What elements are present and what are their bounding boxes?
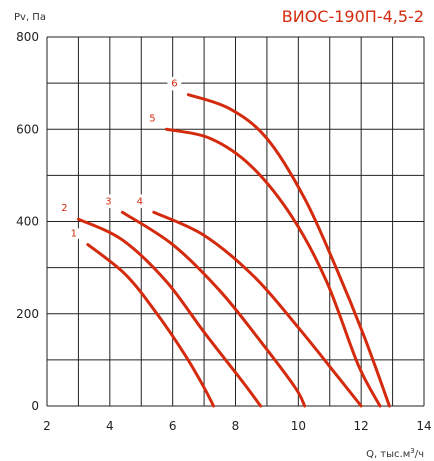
curve-label-bg: [57, 201, 72, 216]
curve-label-bg: [101, 194, 116, 209]
x-tick-label: 12: [354, 419, 369, 433]
x-axis-label: Q, тыс.м3/ч: [366, 447, 424, 460]
curve-6: [186, 93, 391, 408]
x-tick-label: 4: [106, 419, 114, 433]
curve-labels: 1 2 3 4 5 6: [57, 76, 182, 241]
x-axis-label-sup: 3: [410, 447, 414, 455]
curve-label-bg: [66, 226, 81, 241]
curve-label-6: 6: [171, 79, 177, 90]
x-axis-label-end: /ч: [415, 449, 424, 460]
curve-label-bg: [167, 76, 182, 91]
curve-label-4: 4: [137, 196, 143, 207]
curve-label-5: 5: [149, 113, 155, 124]
y-tick-label: 600: [16, 122, 39, 136]
curve-label-2: 2: [61, 203, 67, 214]
curve-4: [152, 210, 363, 408]
x-tick-label: 10: [291, 419, 306, 433]
curve-label-bg: [145, 111, 160, 126]
x-tick-label: 6: [169, 419, 177, 433]
curve-5: [164, 127, 382, 408]
y-axis-label: Pv, Па: [14, 12, 46, 23]
curve-1: [86, 243, 216, 408]
chart-title: ВИОС-190П-4,5-2: [282, 7, 424, 26]
curve-2: [76, 217, 263, 408]
curve-label-3: 3: [105, 196, 111, 207]
x-tick-label: 2: [43, 419, 51, 433]
x-axis-label-main: Q, тыс.м: [366, 449, 410, 460]
x-tick-label: 8: [232, 419, 240, 433]
curve-label-1: 1: [71, 229, 77, 240]
chart-grid: [46, 36, 425, 407]
curve-3: [120, 210, 307, 408]
curve-label-bg: [132, 194, 147, 209]
y-tick-label: 0: [31, 399, 39, 413]
y-tick-label: 200: [16, 307, 39, 321]
y-tick-label: 400: [16, 215, 39, 229]
y-tick-label: 800: [16, 30, 39, 44]
chart-curves: [76, 93, 391, 408]
x-tick-label: 14: [416, 419, 431, 433]
